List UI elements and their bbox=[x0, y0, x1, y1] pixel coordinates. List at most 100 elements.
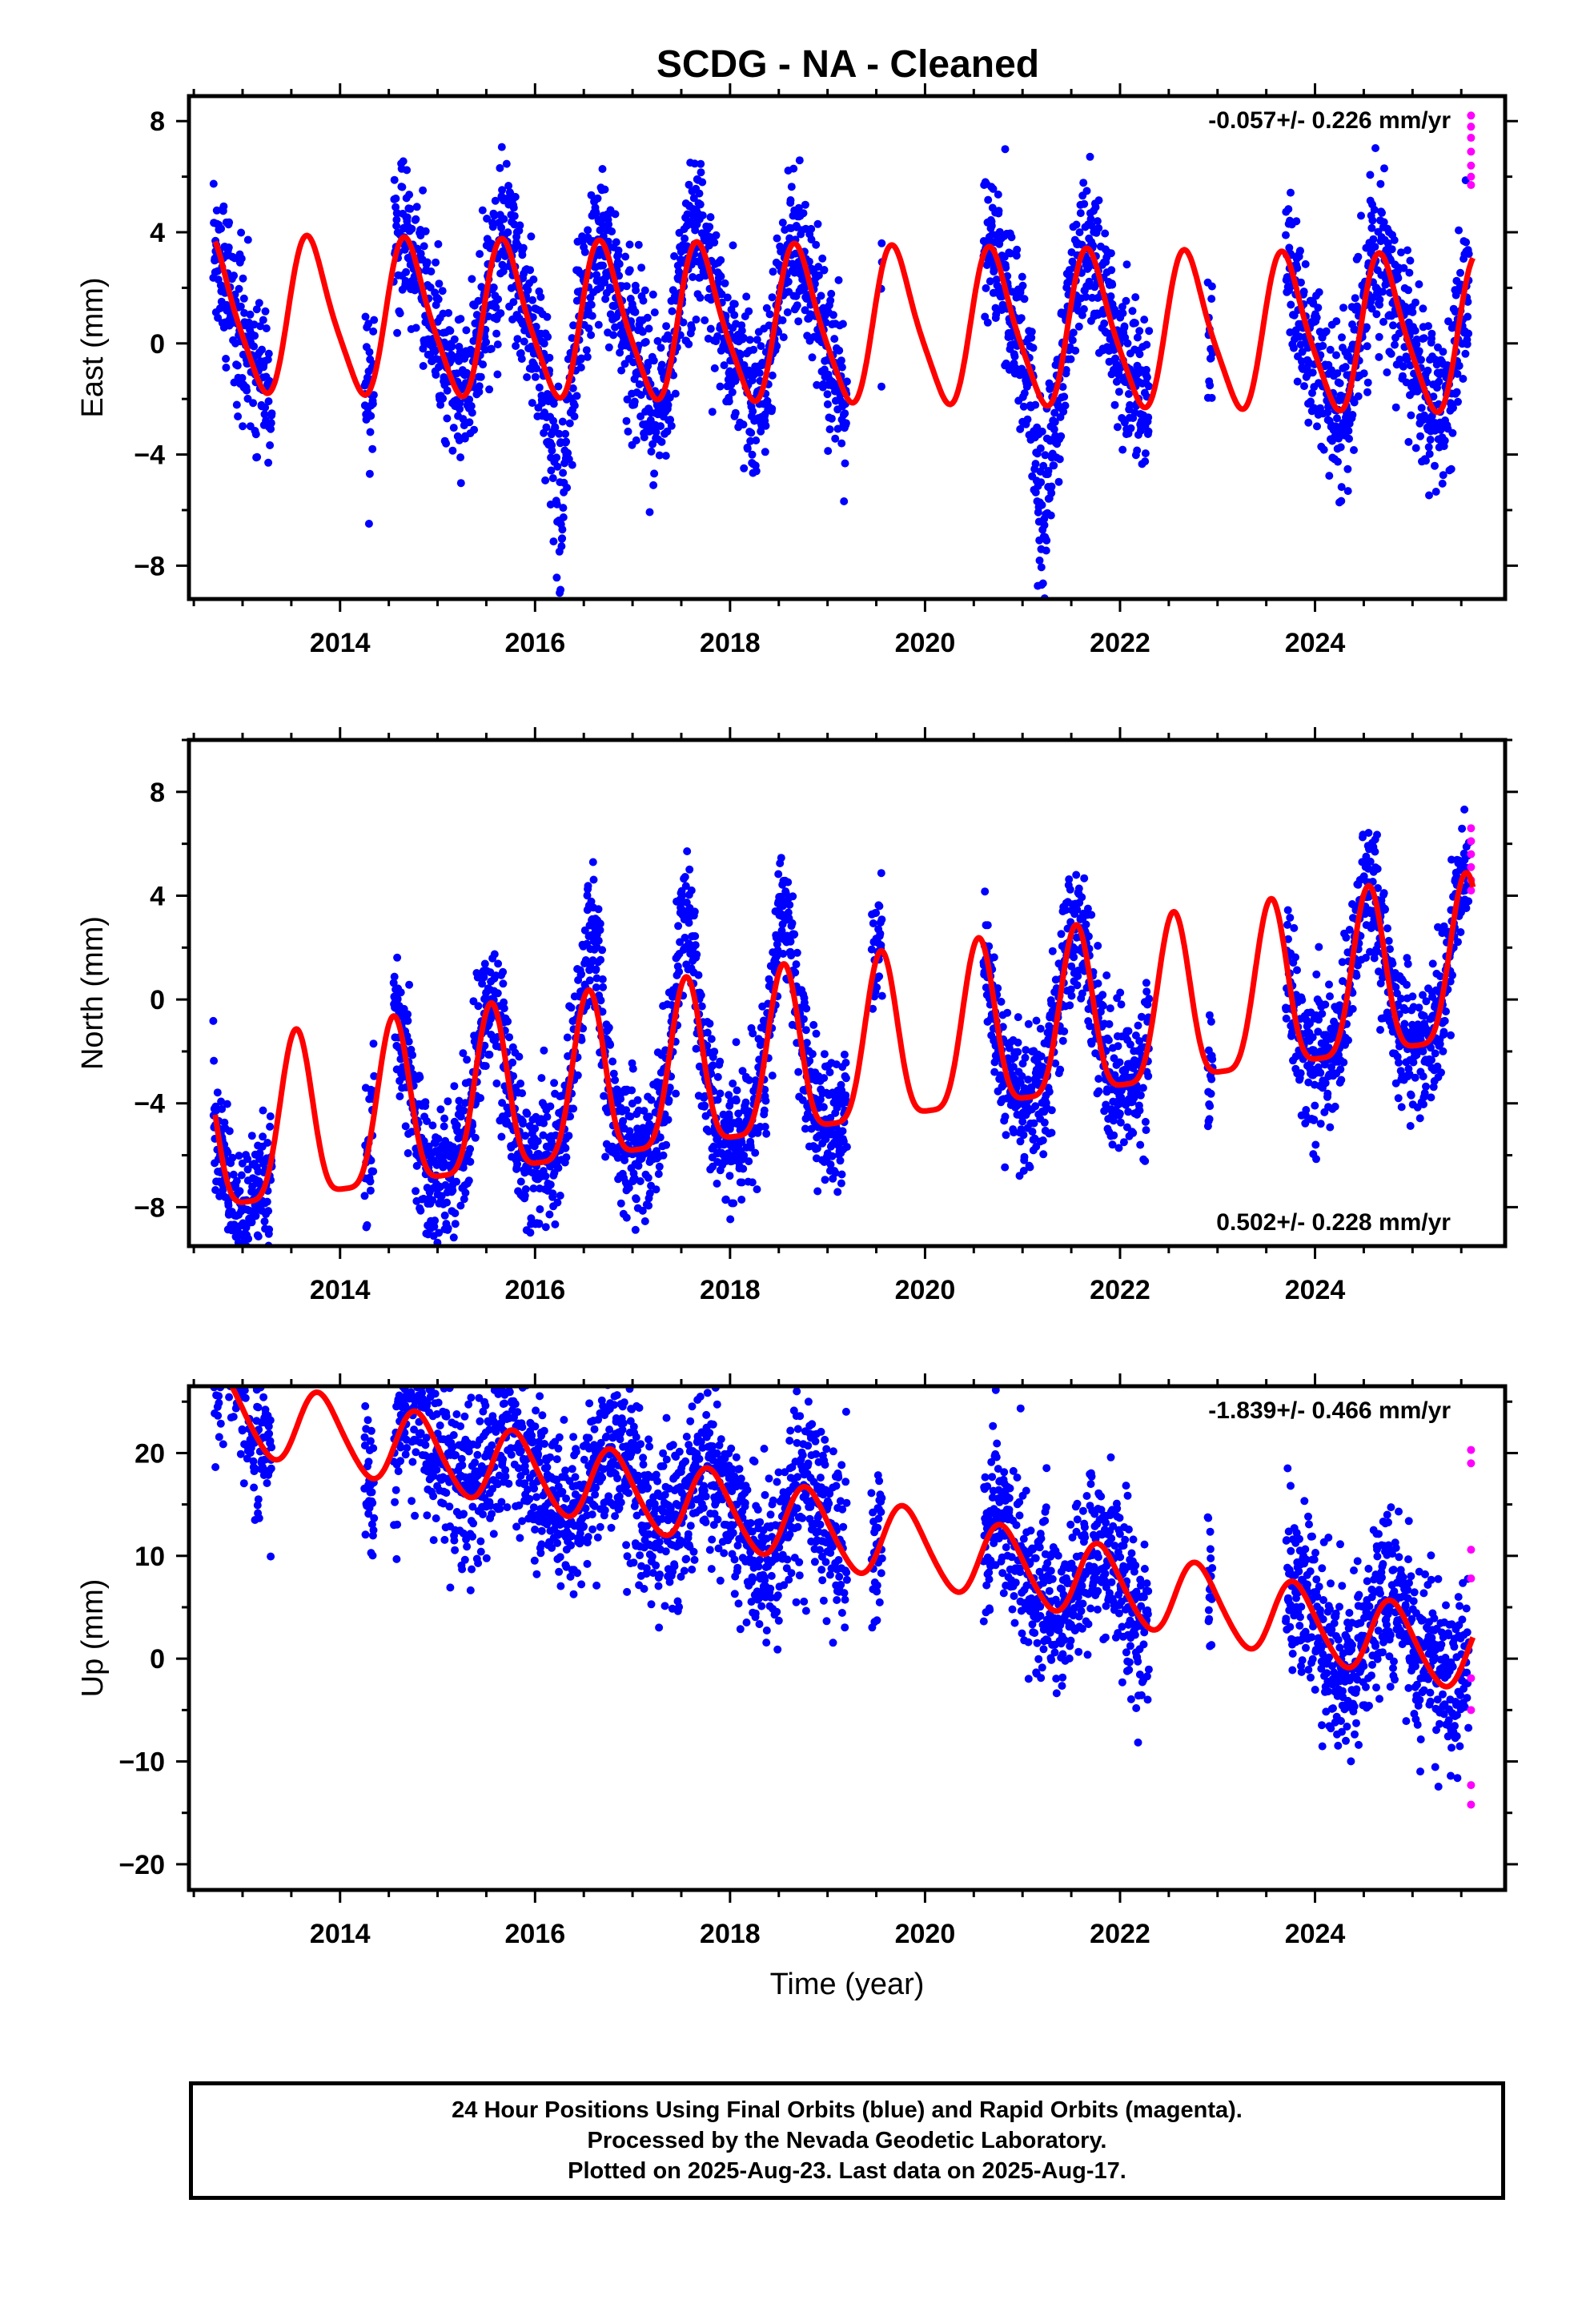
north-final-point bbox=[1056, 1065, 1065, 1074]
east-final-point bbox=[1354, 252, 1363, 261]
east-final-point bbox=[1124, 390, 1133, 398]
east-final-point bbox=[497, 143, 506, 151]
north-final-point bbox=[431, 1216, 440, 1225]
north-final-point bbox=[434, 1135, 443, 1143]
east-final-point bbox=[752, 467, 761, 476]
north-final-point bbox=[733, 1086, 741, 1095]
north-final-point bbox=[875, 902, 884, 911]
east-final-point bbox=[391, 194, 400, 203]
north-final-point bbox=[598, 1007, 607, 1016]
east-final-point bbox=[1357, 211, 1365, 220]
north-final-point bbox=[655, 1162, 664, 1171]
north-final-point bbox=[983, 921, 992, 930]
east-final-point bbox=[679, 318, 688, 327]
east-final-point bbox=[1080, 199, 1089, 208]
north-final-point bbox=[229, 1170, 238, 1179]
east-final-point bbox=[512, 342, 520, 350]
east-final-point bbox=[1399, 263, 1408, 272]
east-final-point bbox=[793, 301, 801, 310]
east-final-point bbox=[264, 397, 273, 406]
north-final-point bbox=[594, 936, 603, 945]
north-final-point bbox=[500, 1004, 508, 1013]
north-final-point bbox=[1039, 1150, 1048, 1159]
east-final-point bbox=[450, 335, 459, 344]
north-final-point bbox=[685, 865, 694, 874]
east-x-tick-label: 2014 bbox=[310, 628, 371, 658]
east-final-point bbox=[643, 313, 652, 322]
east-final-point bbox=[668, 307, 677, 316]
east-final-point bbox=[753, 336, 761, 344]
east-final-point bbox=[369, 391, 378, 400]
east-final-point bbox=[1332, 317, 1341, 326]
east-final-point bbox=[1375, 332, 1383, 341]
north-final-point bbox=[869, 1004, 877, 1013]
east-final-point bbox=[1131, 293, 1140, 302]
east-final-point bbox=[636, 391, 645, 400]
east-final-point bbox=[448, 446, 457, 455]
east-final-point bbox=[1444, 317, 1452, 326]
east-final-point bbox=[587, 300, 596, 309]
east-y-axis-label: East (mm) bbox=[76, 277, 110, 417]
north-final-point bbox=[404, 1149, 412, 1157]
east-final-point bbox=[807, 224, 816, 233]
north-final-point bbox=[808, 1050, 817, 1059]
east-final-point bbox=[549, 537, 558, 546]
east-final-point bbox=[829, 311, 837, 320]
east-final-point bbox=[390, 175, 399, 184]
north-final-point bbox=[681, 933, 689, 942]
east-final-point bbox=[552, 573, 561, 582]
east-final-point bbox=[1389, 321, 1397, 330]
east-final-point bbox=[723, 293, 732, 302]
east-final-point bbox=[1066, 355, 1075, 364]
east-final-point bbox=[1206, 381, 1215, 390]
east-final-point bbox=[621, 252, 630, 261]
north-final-point bbox=[768, 1072, 777, 1080]
north-final-point bbox=[210, 1056, 219, 1065]
east-final-point bbox=[696, 200, 705, 209]
east-final-point bbox=[1031, 488, 1040, 497]
north-final-point bbox=[990, 953, 998, 962]
east-final-point bbox=[1297, 278, 1305, 287]
north-final-point bbox=[235, 1253, 243, 1261]
east-final-point bbox=[1333, 369, 1342, 378]
east-final-point bbox=[598, 165, 607, 173]
north-final-point bbox=[813, 1187, 822, 1196]
north-final-point bbox=[784, 878, 793, 887]
east-final-point bbox=[542, 423, 551, 432]
east-final-point bbox=[225, 218, 234, 227]
east-final-point bbox=[994, 190, 1002, 199]
east-final-point bbox=[649, 480, 658, 489]
east-final-point bbox=[752, 436, 761, 444]
east-final-point bbox=[416, 249, 425, 258]
east-final-point bbox=[1395, 329, 1403, 338]
east-final-point bbox=[1293, 263, 1302, 272]
east-final-point bbox=[540, 340, 548, 348]
north-final-point bbox=[622, 1106, 631, 1115]
east-model-curve bbox=[212, 232, 1476, 416]
east-final-point bbox=[799, 209, 808, 218]
east-final-point bbox=[685, 180, 693, 189]
east-final-point bbox=[421, 227, 430, 235]
east-final-point bbox=[1027, 328, 1036, 336]
east-final-point bbox=[555, 429, 564, 438]
north-final-point bbox=[598, 946, 607, 955]
north-final-point bbox=[466, 1144, 475, 1153]
east-final-point bbox=[249, 399, 258, 408]
east-final-point bbox=[671, 389, 680, 398]
east-final-point bbox=[364, 320, 373, 328]
east-final-point bbox=[1341, 363, 1350, 372]
east-final-point bbox=[443, 386, 452, 395]
east-final-point bbox=[536, 292, 545, 301]
north-final-point bbox=[721, 1195, 730, 1204]
north-final-point bbox=[665, 1096, 673, 1104]
east-final-point bbox=[1006, 249, 1015, 258]
north-final-point bbox=[833, 1188, 842, 1196]
east-final-point bbox=[497, 223, 506, 232]
east-final-point bbox=[1029, 344, 1038, 352]
north-final-point bbox=[837, 1179, 845, 1188]
east-final-point bbox=[419, 362, 428, 370]
north-final-point bbox=[596, 996, 605, 1005]
east-final-point bbox=[1403, 246, 1411, 255]
east-final-point bbox=[749, 345, 758, 354]
north-final-point bbox=[1060, 1027, 1069, 1035]
